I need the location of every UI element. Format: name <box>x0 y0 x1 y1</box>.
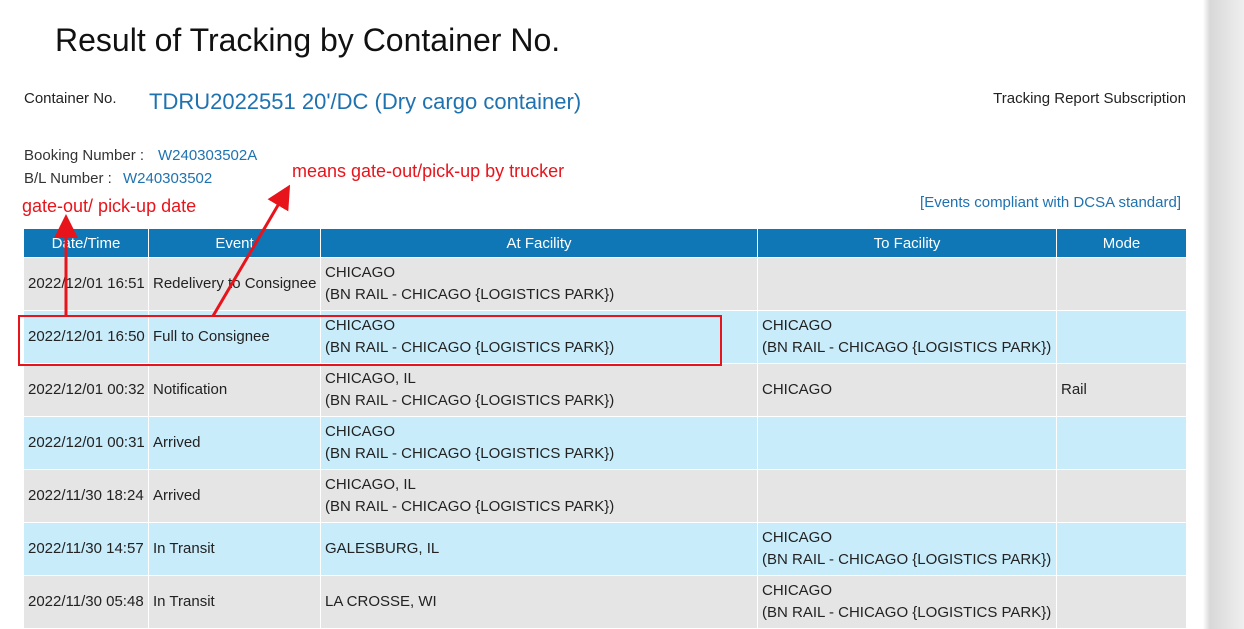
cell: GALESBURG, IL <box>320 522 758 576</box>
cell-line: (BN RAIL - CHICAGO {LOGISTICS PARK}) <box>762 551 1052 568</box>
booking-value[interactable]: W240303502A <box>158 147 258 164</box>
bl-value[interactable]: W240303502 <box>123 170 213 187</box>
cell-line: (BN RAIL - CHICAGO {LOGISTICS PARK}) <box>325 392 615 409</box>
annotation: means gate-out/pick-up by trucker <box>292 161 565 181</box>
cell: Full to Consignee <box>148 310 321 364</box>
cell-line: GALESBURG, IL <box>325 540 440 557</box>
event-row: 2022/11/30 05:48 In Transit LA CROSSE, WI C… <box>23 575 1187 629</box>
cell <box>1056 310 1187 364</box>
cell <box>1056 416 1187 470</box>
header-row: Date/Time Event At Facility To Facility Mode <box>23 228 1187 258</box>
cell-line: (BN RAIL - CHICAGO {LOGISTICS PARK}) <box>325 498 615 515</box>
events-table: Date/Time Event At Facility To Facility Mode… <box>23 228 1187 629</box>
event-row: 2022/11/30 18:24 Arrived CHICAGO, IL (BN RA… <box>23 469 1187 523</box>
cell-line: (BN RAIL - CHICAGO {LOGISTICS PARK}) <box>325 339 615 356</box>
cell <box>1056 469 1187 523</box>
cell: CHICAGO (BN RAIL - CHICAGO {LOGISTICS PAR… <box>320 310 758 364</box>
cell: CHICAGO (BN RAIL - CHICAGO {LOGISTICS PAR… <box>320 416 758 470</box>
cell: In Transit <box>148 575 321 629</box>
event-row: 2022/12/01 16:50 Full to Consignee CHICAGO… <box>23 310 1187 364</box>
cell-line: CHICAGO, IL <box>325 370 416 387</box>
cell-line: CHICAGO, IL <box>325 476 416 493</box>
container-value: TDRU2022551 20'/DC (Dry cargo container) <box>149 89 582 114</box>
column-header: Date/Time <box>23 228 149 258</box>
cell <box>1056 575 1187 629</box>
cell: Redelivery to Consignee <box>148 257 321 311</box>
cell-line: (BN RAIL - CHICAGO {LOGISTICS PARK}) <box>762 339 1052 356</box>
cell-line: CHICAGO <box>325 317 396 334</box>
column-header: Mode <box>1056 228 1187 258</box>
cell-line: CHICAGO <box>762 582 833 599</box>
arrow <box>211 184 291 317</box>
cell-line: CHICAGO <box>762 317 833 334</box>
highlight-box <box>18 315 722 366</box>
bl-label: B/L Number : <box>24 170 112 187</box>
booking-label: Booking Number : <box>24 147 145 164</box>
cell: Arrived <box>148 416 321 470</box>
cell: LA CROSSE, WI <box>320 575 758 629</box>
annotation: gate-out/ pick-up date <box>22 196 197 216</box>
cell: 2022/11/30 05:48 <box>23 575 149 629</box>
cell: CHICAGO (BN RAIL - CHICAGO {LOGISTICS PAR… <box>757 522 1057 576</box>
event-row: 2022/12/01 00:31 Arrived CHICAGO (BN RAIL -… <box>23 416 1187 470</box>
cell-line: LA CROSSE, WI <box>325 593 437 610</box>
subscription-link[interactable]: Tracking Report Subscription <box>993 90 1186 107</box>
cell: Arrived <box>148 469 321 523</box>
cell: CHICAGO, IL (BN RAIL - CHICAGO {LOGISTICS… <box>320 469 758 523</box>
cell: 2022/12/01 00:31 <box>23 416 149 470</box>
cell-line: CHICAGO <box>762 529 833 546</box>
column-header: To Facility <box>757 228 1057 258</box>
cell: In Transit <box>148 522 321 576</box>
cell-line: CHICAGO <box>325 264 396 281</box>
cell: CHICAGO <box>757 363 1057 417</box>
dcsa-link[interactable]: [Events compliant with DCSA standard] <box>920 194 1181 211</box>
event-row: 2022/11/30 14:57 In Transit GALESBURG, IL C… <box>23 522 1187 576</box>
column-header: At Facility <box>320 228 758 258</box>
cell <box>757 257 1057 311</box>
cell-line: (BN RAIL - CHICAGO {LOGISTICS PARK}) <box>325 286 615 303</box>
cell <box>1056 522 1187 576</box>
cell: CHICAGO, IL (BN RAIL - CHICAGO {LOGISTICS… <box>320 363 758 417</box>
cell: 2022/12/01 16:50 <box>23 310 149 364</box>
cell-line: CHICAGO <box>325 423 396 440</box>
cell-line: CHICAGO <box>762 381 833 398</box>
container-label: Container No. <box>24 90 117 107</box>
cell: Rail <box>1056 363 1187 417</box>
cell: 2022/11/30 18:24 <box>23 469 149 523</box>
cell: 2022/11/30 14:57 <box>23 522 149 576</box>
cell: 2022/12/01 00:32 <box>23 363 149 417</box>
cell-line: (BN RAIL - CHICAGO {LOGISTICS PARK}) <box>762 604 1052 621</box>
cell <box>757 469 1057 523</box>
cell-line: (BN RAIL - CHICAGO {LOGISTICS PARK}) <box>325 445 615 462</box>
event-row: 2022/12/01 16:51 Redelivery to Consignee C… <box>23 257 1187 311</box>
cell <box>757 416 1057 470</box>
cell: CHICAGO (BN RAIL - CHICAGO {LOGISTICS PAR… <box>757 575 1057 629</box>
cell: CHICAGO (BN RAIL - CHICAGO {LOGISTICS PAR… <box>320 257 758 311</box>
cell <box>1056 257 1187 311</box>
cell: 2022/12/01 16:51 <box>23 257 149 311</box>
title: Result of Tracking by Container No. <box>55 22 561 58</box>
cell: Notification <box>148 363 321 417</box>
event-row: 2022/12/01 00:32 Notification CHICAGO, IL (… <box>23 363 1187 417</box>
